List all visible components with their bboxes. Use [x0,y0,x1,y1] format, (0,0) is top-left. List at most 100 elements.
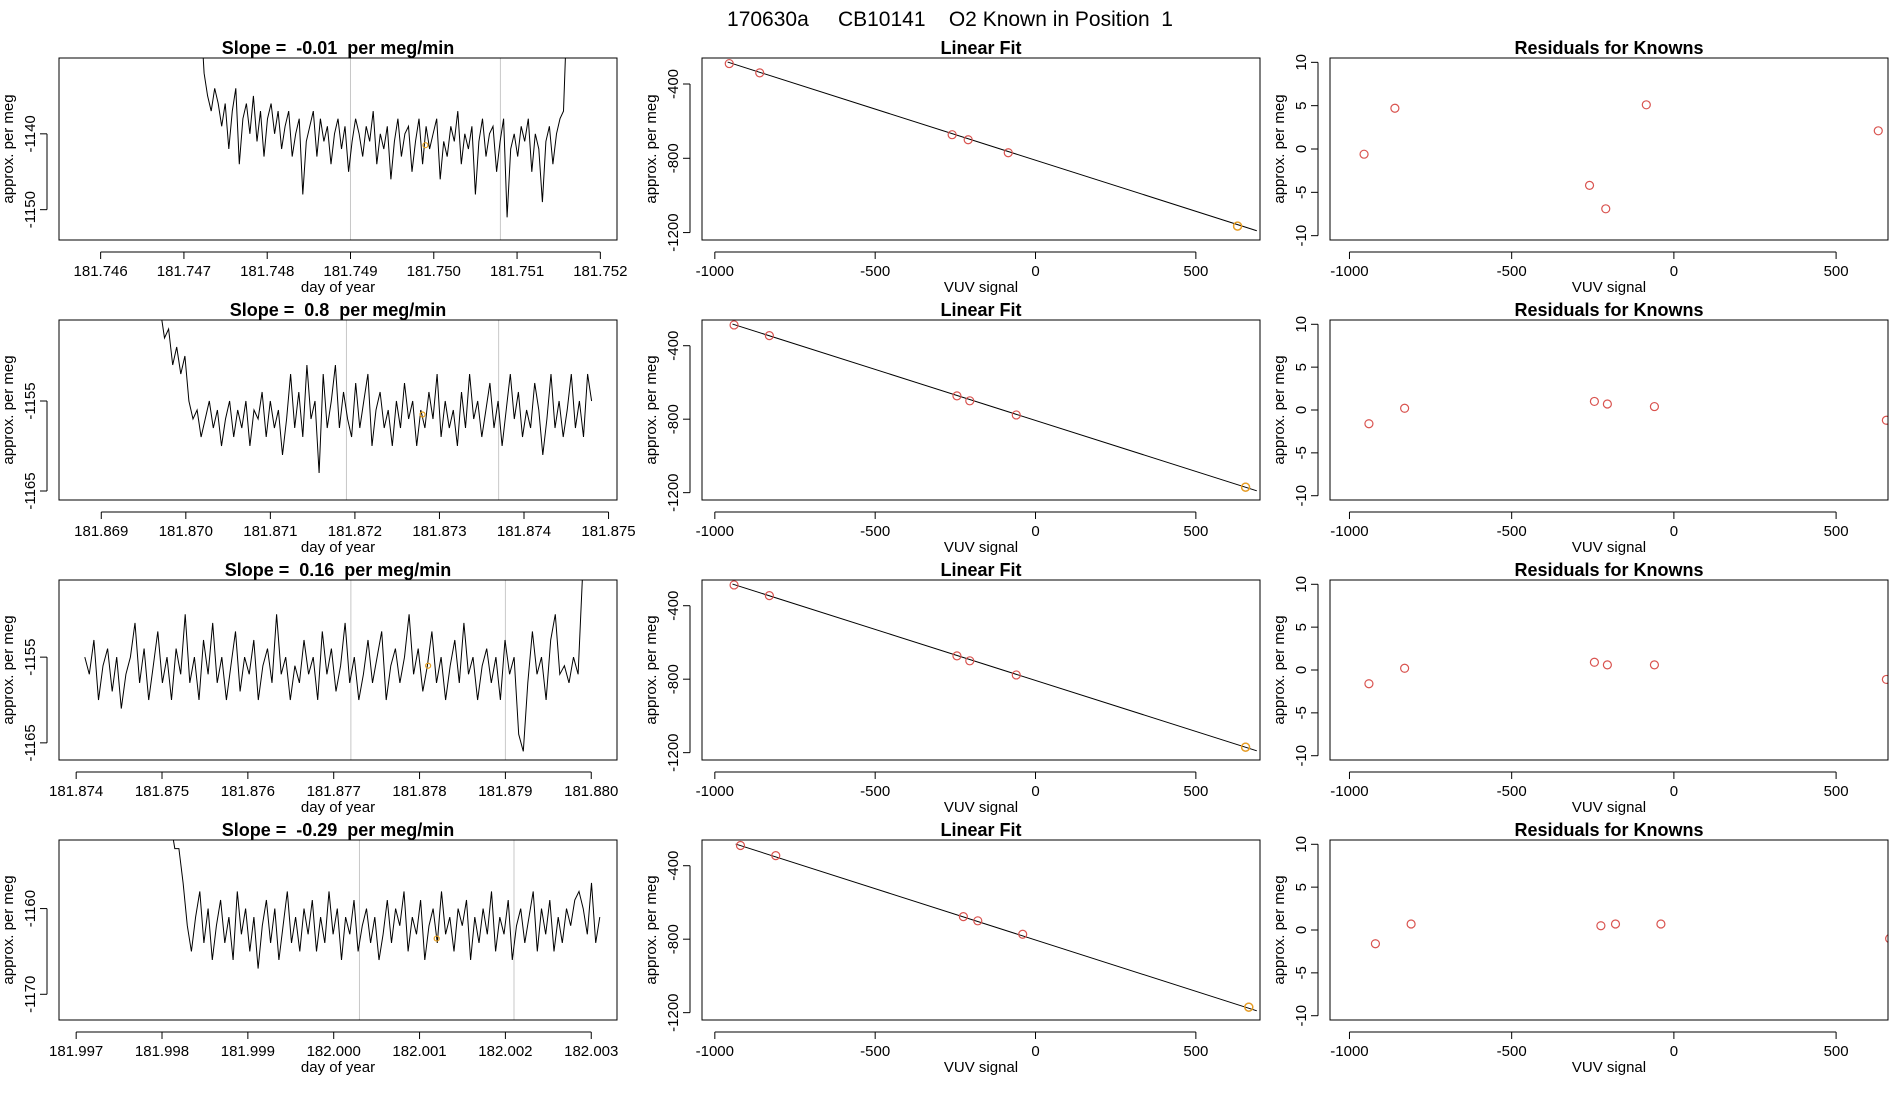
x-axis-label: VUV signal [944,539,1018,556]
y-tick-label: -1170 [22,976,39,1013]
x-tick-label: 181.879 [478,783,532,800]
panel-3-2: Linear Fit -1000 -500 0 500 VUV signal -400 -80… [643,560,1261,816]
y-tick-label: -400 [665,851,682,881]
fit-line [735,843,1257,1012]
y-tick-label: -10 [1293,485,1310,507]
data-point [1610,919,1621,929]
data-point [958,911,968,922]
orange-marker-point [425,662,432,669]
plot-area [1370,919,1888,949]
series-line [172,840,601,969]
y-axis-label: approx. per meg [1271,94,1288,203]
plot-area [1364,396,1888,429]
x-tick-label: 181.752 [573,263,627,280]
x-tick-label: 0 [1670,783,1678,800]
x-tick-label: -1000 [1330,783,1368,800]
y-tick-label: -1165 [22,724,39,761]
y-axis-label: approx. per meg [643,355,660,464]
x-tick-label: -500 [1497,1043,1527,1060]
x-tick-label: -1000 [696,1043,734,1060]
y-axis-label: approx. per meg [1271,355,1288,464]
data-point [1003,148,1013,158]
data-point [1641,100,1651,110]
highlight-point [1240,482,1251,492]
x-tick-label: -500 [1497,783,1527,800]
x-tick-label: 0 [1670,1043,1678,1060]
y-tick-label: 5 [1293,623,1310,631]
orange-marker-point [422,142,429,149]
plot-frame [1329,57,1889,241]
y-tick-label: -1200 [665,993,682,1031]
x-tick-label: 181.875 [135,783,189,800]
panel-4-2: Linear Fit -1000 -500 0 500 VUV signal -400 -80… [643,820,1261,1076]
y-tick-label: -10 [1293,1005,1310,1027]
x-tick-label: -1000 [1330,523,1368,540]
data-point [1656,919,1666,929]
x-tick-label: 181.874 [497,523,551,540]
highlight-point [1244,1002,1254,1012]
x-tick-label: 182.003 [564,1043,618,1060]
data-point [1400,663,1410,673]
y-tick-label: 0 [1293,926,1310,934]
series-line [84,580,583,752]
data-point [724,58,734,69]
data-point [1359,149,1369,159]
data-point [1602,660,1612,670]
y-tick-label: 5 [1293,363,1310,371]
data-point [1011,670,1021,680]
x-tick-label: 500 [1183,783,1208,800]
data-point [771,851,781,861]
data-point [1011,410,1021,420]
x-axis-label: VUV signal [944,279,1018,296]
data-point [1370,939,1381,949]
plot-frame [1329,319,1889,501]
data-point [1881,415,1888,425]
chart-title: Residuals for Knowns [1514,560,1703,580]
x-tick-label: 181.997 [49,1043,103,1060]
y-tick-label: -5 [1293,966,1310,979]
x-tick-label: 0 [1031,783,1039,800]
y-tick-label: -1200 [665,213,682,251]
x-tick-label: 181.746 [74,263,128,280]
x-tick-label: 0 [1670,523,1678,540]
data-point [1885,934,1888,943]
x-tick-label: -500 [860,783,890,800]
x-axis-label: VUV signal [944,799,1018,816]
plot-frame [1329,839,1889,1021]
x-tick-label: 500 [1824,783,1849,800]
x-axis-label: day of year [301,279,375,296]
x-tick-label: 500 [1183,523,1208,540]
y-tick-label: 0 [1293,406,1310,414]
panel-3-1: Slope = 0.16 per meg/min 181.874 181.875 18… [0,560,618,816]
chart-title: Residuals for Knowns [1514,38,1703,58]
x-tick-label: 181.878 [392,783,446,800]
y-tick-label: -1200 [665,473,682,511]
x-tick-label: 0 [1031,523,1039,540]
chart-title: Residuals for Knowns [1514,820,1703,840]
chart-title: Linear Fit [940,820,1021,840]
y-tick-label: -1200 [665,733,682,771]
y-axis-label: approx. per meg [1271,615,1288,724]
data-point [973,916,983,926]
y-axis-label: approx. per meg [0,355,17,464]
x-tick-label: 181.871 [243,523,297,540]
x-tick-label: 181.877 [307,783,361,800]
highlight-point [1232,221,1243,231]
x-tick-label: 500 [1824,263,1849,280]
x-tick-label: 181.876 [221,783,275,800]
y-axis-label: approx. per meg [643,615,660,724]
panel-2-2: Linear Fit -1000 -500 0 500 VUV signal -400 -80… [643,300,1261,556]
x-axis-label: VUV signal [944,1059,1018,1076]
plot-area [735,840,1257,1012]
plot-frame [58,579,618,761]
x-tick-label: 500 [1824,1043,1849,1060]
plot-area [1359,100,1883,214]
orange-marker-point [433,935,440,942]
y-tick-label: -400 [665,69,682,99]
x-tick-label: -1000 [696,783,734,800]
plot-frame [1329,579,1889,761]
figure-title: 170630a CB10141 O2 Known in Position 1 [727,8,1173,31]
data-point [1602,399,1612,409]
y-tick-label: -800 [665,664,682,694]
